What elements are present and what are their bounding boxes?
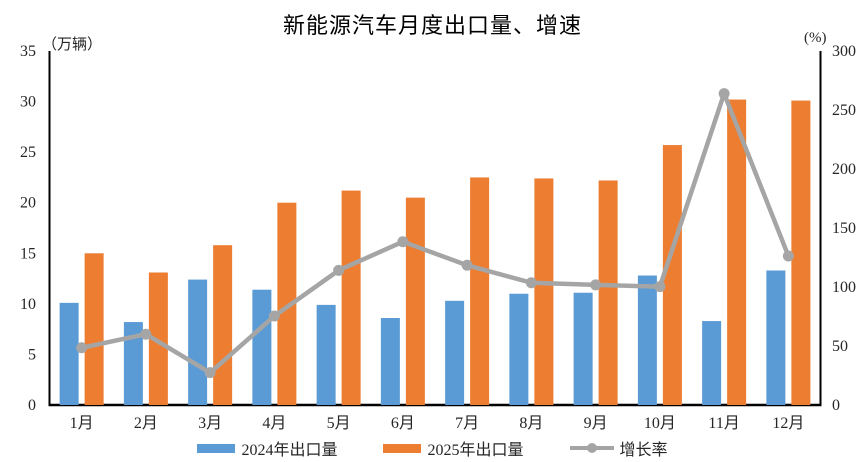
marker-增长率-8月 <box>525 277 537 289</box>
bar-2024年出口量-8月 <box>509 293 529 405</box>
bar-2024年出口量-10月 <box>637 275 657 405</box>
bar-2025年出口量-1月 <box>84 253 104 405</box>
marker-增长率-12月 <box>782 250 794 262</box>
left-axis-tick-label: 10 <box>20 296 36 313</box>
right-axis-tick-label: 50 <box>832 338 848 355</box>
legend-item-2024年出口量: 2024年出口量 <box>197 436 337 460</box>
right-axis-tick-label: 0 <box>832 397 840 414</box>
left-axis-tick-label: 15 <box>20 245 36 262</box>
x-axis-category-label: 2月 <box>134 415 158 432</box>
bar-2024年出口量-12月 <box>766 270 786 405</box>
x-axis-category-label: 11月 <box>708 415 739 432</box>
bar-2024年出口量-3月 <box>188 279 208 405</box>
left-axis-tick-label: 30 <box>20 94 36 111</box>
marker-增长率-3月 <box>204 367 216 379</box>
legend-label: 2025年出口量 <box>427 442 524 459</box>
x-axis-category-label: 1月 <box>70 415 94 432</box>
x-axis-category-label: 3月 <box>198 415 222 432</box>
line-增长率 <box>81 91 791 375</box>
bar-2024年出口量-9月 <box>573 292 593 405</box>
x-axis-category-label: 7月 <box>455 415 479 432</box>
bar-2025年出口量-5月 <box>341 190 361 405</box>
bar-2025年出口量-2月 <box>148 272 168 405</box>
legend-dot-icon <box>586 443 597 453</box>
bar-2024年出口量-5月 <box>316 304 336 405</box>
right-axis-tick-label: 250 <box>832 102 856 119</box>
bar-2025年出口量-3月 <box>213 245 233 405</box>
left-axis-tick-label: 0 <box>28 397 36 414</box>
bar-2024年出口量-2月 <box>123 322 143 405</box>
bar-2024年出口量-1月 <box>59 302 79 405</box>
bar-2025年出口量-10月 <box>662 145 682 405</box>
legend-label: 增长率 <box>619 442 668 459</box>
marker-增长率-9月 <box>590 279 602 291</box>
marker-增长率-6月 <box>397 236 409 248</box>
bar-2025年出口量-9月 <box>598 180 618 405</box>
marker-增长率-11月 <box>718 88 730 100</box>
bar-2025年出口量-8月 <box>534 178 554 405</box>
x-axis-category-label: 5月 <box>327 415 351 432</box>
bar-2024年出口量-11月 <box>702 321 722 405</box>
left-axis-unit-label: （万辆） <box>42 37 103 53</box>
x-axis-category-label: 4月 <box>262 415 286 432</box>
left-axis-tick-label: 20 <box>20 195 36 212</box>
x-axis-category-label: 9月 <box>584 415 608 432</box>
legend-item-2025年出口量: 2025年出口量 <box>383 436 524 460</box>
marker-增长率-10月 <box>654 281 666 293</box>
right-axis-unit-label: (%) <box>804 30 827 46</box>
bar-2024年出口量-7月 <box>445 300 465 405</box>
bar-2025年出口量-11月 <box>727 99 747 405</box>
bar-2025年出口量-6月 <box>405 197 425 405</box>
legend-line-marker-icon <box>569 442 614 454</box>
x-axis-category-label: 6月 <box>391 415 415 432</box>
bar-2024年出口量-4月 <box>252 289 272 405</box>
x-axis-category-label: 8月 <box>519 415 543 432</box>
right-axis-tick-label: 300 <box>832 43 856 60</box>
legend-swatch-icon <box>197 443 236 453</box>
marker-增长率-7月 <box>461 259 473 271</box>
right-axis-tick-label: 150 <box>832 220 856 237</box>
legend-swatch-icon <box>383 443 422 453</box>
bar-2024年出口量-6月 <box>380 318 400 405</box>
bar-2025年出口量-12月 <box>791 100 811 405</box>
marker-增长率-4月 <box>268 310 280 322</box>
chart-legend: 2024年出口量 2025年出口量 增长率 <box>0 436 865 460</box>
bar-2025年出口量-7月 <box>470 177 490 405</box>
x-axis-category-label: 12月 <box>772 415 804 432</box>
x-axis-category-label: 10月 <box>644 415 676 432</box>
legend-item-增长率: 增长率 <box>569 436 668 460</box>
bar-2025年出口量-4月 <box>277 202 297 405</box>
marker-增长率-2月 <box>140 328 152 340</box>
right-axis-tick-label: 200 <box>832 161 856 178</box>
right-axis-tick-label: 100 <box>832 279 856 296</box>
marker-增长率-5月 <box>333 264 345 276</box>
legend-label: 2024年出口量 <box>241 442 338 459</box>
marker-增长率-1月 <box>76 342 88 354</box>
left-axis-tick-label: 25 <box>20 144 36 161</box>
left-axis-tick-label: 35 <box>20 43 36 60</box>
left-axis-tick-label: 5 <box>28 346 36 363</box>
chart-title: 新能源汽车月度出口量、增速 <box>282 13 582 38</box>
